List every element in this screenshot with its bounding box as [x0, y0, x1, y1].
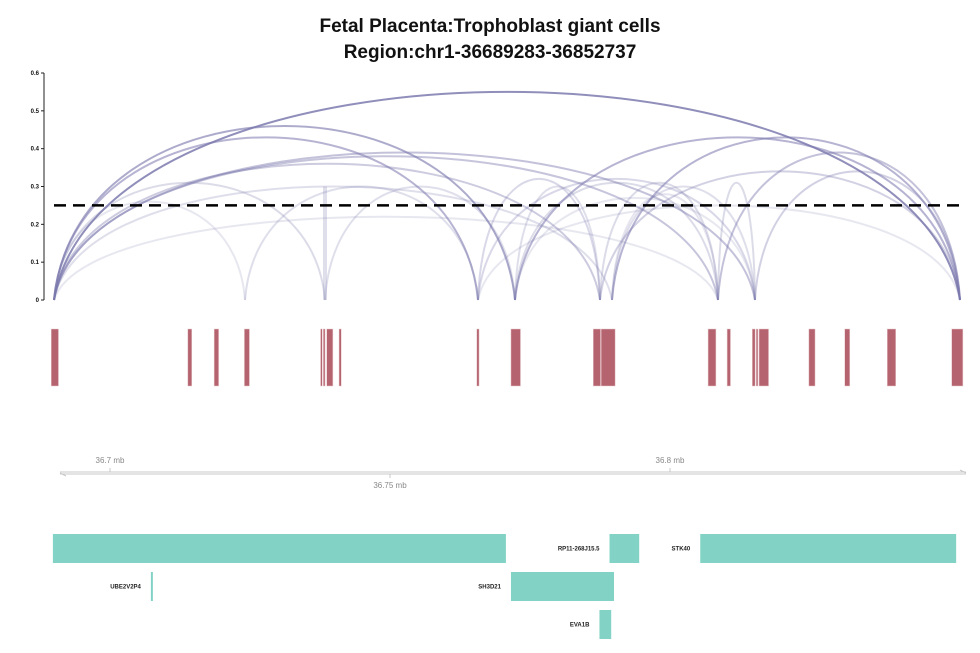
arc — [716, 182, 757, 301]
arc — [611, 136, 961, 301]
arc — [53, 162, 601, 301]
peak-region — [338, 328, 342, 387]
peak-region — [758, 328, 769, 387]
arc — [476, 178, 601, 301]
y-tick-label: 0.5 — [31, 109, 40, 115]
peak-region — [951, 328, 964, 387]
gene-body — [609, 534, 640, 563]
genome-axis-arrow-left — [59, 472, 67, 477]
y-tick-label: 0 — [36, 298, 40, 304]
peak-region — [320, 328, 323, 387]
gene-body — [52, 534, 506, 563]
gene-body — [150, 572, 153, 601]
peak-region — [187, 328, 193, 387]
peak-region — [244, 328, 250, 387]
genome-tick-label: 36.8 mb — [656, 456, 685, 465]
gene-body — [510, 572, 614, 601]
gene-track: RP11-268J15.5 STK40 UBE2V2P4 SH3D21 EVA1B — [52, 534, 957, 639]
y-tick-label: 0.4 — [31, 147, 40, 153]
arc — [53, 90, 961, 301]
peak-region — [600, 328, 616, 387]
y-tick-label: 0.2 — [31, 222, 40, 228]
peak-region — [808, 328, 816, 387]
arc — [53, 185, 613, 301]
arc — [754, 170, 962, 301]
arc — [53, 181, 326, 301]
arc — [324, 185, 516, 301]
arc — [514, 181, 719, 301]
arc — [611, 185, 757, 301]
arc — [514, 136, 961, 301]
peaks-track — [50, 328, 964, 387]
peak-region — [707, 328, 717, 387]
genome-axis: 36.7 mb 36.75 mb 36.8 mb — [59, 456, 967, 490]
gene-label: STK40 — [672, 547, 691, 553]
arc — [323, 186, 328, 300]
gene-body — [700, 534, 957, 563]
arc — [53, 136, 479, 301]
gene-label: RP11-268J15.5 — [558, 547, 600, 553]
peak-region — [476, 328, 480, 387]
arc — [477, 177, 756, 301]
y-tick-label: 0.6 — [31, 71, 40, 77]
arc — [611, 193, 719, 301]
gene-label: EVA1B — [570, 623, 590, 629]
arc — [513, 185, 601, 301]
y-tick-label: 0.3 — [31, 185, 40, 191]
arc — [599, 170, 961, 301]
arc — [53, 200, 246, 301]
arc — [53, 215, 719, 301]
peak-region — [887, 328, 896, 387]
y-axis: 0 0.1 0.2 0.3 0.4 0.5 0.6 — [31, 71, 45, 304]
arcs-layer — [53, 90, 962, 301]
peak-region — [50, 328, 59, 387]
gene-label: UBE2V2P4 — [110, 585, 141, 591]
peak-region — [726, 328, 731, 387]
y-tick-label: 0.1 — [31, 260, 40, 266]
peak-region — [755, 328, 759, 387]
arc — [53, 151, 756, 301]
peak-region — [752, 328, 756, 387]
arc — [53, 155, 719, 301]
genome-tick-label: 36.75 mb — [373, 481, 407, 490]
peak-region — [323, 328, 326, 387]
chart-title-line1: Fetal Placenta:Trophoblast giant cells — [319, 16, 661, 37]
chart-title: Fetal Placenta:Trophoblast giant cells R… — [0, 14, 980, 66]
peak-region — [844, 328, 851, 387]
genome-tick-label: 36.7 mb — [96, 456, 125, 465]
peak-region — [326, 328, 334, 387]
genome-axis-arrow-right — [959, 469, 967, 474]
peak-region — [213, 328, 219, 387]
arc — [599, 181, 719, 301]
arc — [244, 185, 479, 301]
gene-label: SH3D21 — [478, 585, 501, 591]
arc — [514, 197, 756, 301]
chart-title-line2: Region:chr1-36689283-36852737 — [343, 42, 637, 63]
peak-region — [510, 328, 521, 387]
peak-region — [593, 328, 601, 387]
gene-body — [599, 610, 612, 639]
arc — [716, 151, 962, 301]
